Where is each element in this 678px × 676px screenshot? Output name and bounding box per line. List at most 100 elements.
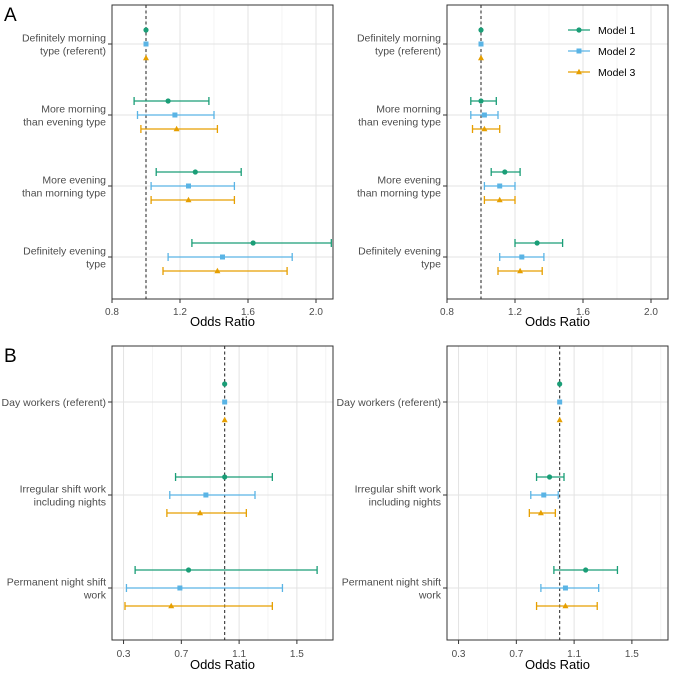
- x-tick-label: 1.1: [567, 649, 581, 660]
- y-category-label-line: than morning type: [22, 188, 106, 200]
- y-category-label: Definitely morning type (referent): [22, 33, 106, 58]
- x-tick-label: 2.0: [644, 307, 658, 318]
- point-estimate-triangle: [481, 125, 488, 132]
- y-category-label-line: than evening type: [23, 117, 106, 129]
- x-tick-label: 2.0: [309, 307, 323, 318]
- y-category-label: Day workers (referent): [2, 397, 106, 409]
- x-tick-label: 0.3: [117, 649, 131, 660]
- x-tick-label: 1.6: [576, 307, 590, 318]
- panel-label-a: A: [4, 5, 17, 26]
- x-tick-label: 1.1: [232, 649, 246, 660]
- point-estimate-triangle: [173, 125, 180, 132]
- y-category-label-line: Day workers (referent): [2, 397, 106, 409]
- point-estimate-triangle: [556, 416, 563, 423]
- x-tick-label: 0.7: [174, 649, 188, 660]
- point-estimate-circle: [502, 169, 508, 175]
- x-tick-label: 1.6: [241, 307, 255, 318]
- plot-panel-2: Definitely morning type (referent) More mo…: [357, 4, 669, 329]
- point-estimate-square: [186, 183, 191, 189]
- point-estimate-square: [541, 492, 547, 498]
- point-estimate-square: [557, 399, 563, 405]
- y-category-label: More morning than evening type: [23, 104, 106, 129]
- y-category-label: More evening than morning type: [357, 175, 441, 200]
- y-category-label: Definitely evening type: [23, 246, 106, 271]
- point-estimate-circle: [222, 474, 228, 480]
- point-estimate-square: [220, 254, 225, 260]
- y-category-label-line: Definitely evening: [23, 246, 106, 258]
- point-estimate-triangle: [562, 602, 569, 609]
- point-estimate-triangle: [517, 267, 524, 274]
- y-category-label-line: work: [83, 590, 107, 602]
- y-category-label: Irregular shift work including nights: [355, 484, 442, 509]
- point-estimate-triangle: [537, 509, 544, 516]
- y-category-label: Irregular shift work including nights: [20, 484, 107, 509]
- plot-background: [447, 5, 668, 299]
- point-estimate-square: [562, 585, 568, 591]
- y-category-label: More morning than evening type: [358, 104, 441, 129]
- panel-label-b: B: [4, 346, 17, 367]
- legend: Model 1 Model 2 Model 3: [568, 25, 636, 79]
- point-estimate-circle: [143, 27, 149, 33]
- point-estimate-square: [222, 399, 228, 405]
- legend-key-circle: [576, 27, 582, 33]
- x-tick-label: 0.8: [440, 307, 454, 318]
- point-estimate-square: [177, 585, 183, 591]
- point-estimate-circle: [546, 474, 553, 480]
- point-estimate-triangle: [496, 196, 503, 203]
- y-category-label-line: Irregular shift work: [20, 484, 107, 496]
- plot-panel-1: Definitely morning type (referent) More mo…: [22, 4, 334, 329]
- y-category-label-line: More morning: [41, 104, 106, 116]
- point-estimate-square: [497, 183, 503, 189]
- x-tick-label: 1.5: [625, 649, 639, 660]
- x-axis-title: Odds Ratio: [190, 657, 255, 672]
- point-estimate-circle: [583, 567, 589, 573]
- point-estimate-circle: [478, 98, 484, 104]
- y-category-label-line: More morning: [376, 104, 441, 116]
- point-estimate-circle: [165, 98, 171, 104]
- x-tick-label: 0.7: [509, 649, 523, 660]
- legend-label: Model 2: [598, 46, 636, 58]
- legend-key-triangle: [576, 68, 582, 75]
- y-category-label-line: including nights: [369, 497, 441, 509]
- x-axis-title: Odds Ratio: [190, 314, 255, 329]
- point-estimate-circle: [534, 240, 540, 246]
- point-estimate-square: [478, 41, 484, 47]
- point-estimate-triangle: [168, 602, 175, 609]
- y-category-label-line: type (referent): [375, 46, 441, 58]
- plot-panel-3: Day workers (referent) Irregular shift wo…: [2, 345, 334, 672]
- y-category-label-line: More evening: [42, 175, 106, 187]
- y-category-label-line: type: [86, 259, 106, 271]
- plot-border: [446, 4, 669, 300]
- plot-background: [112, 5, 333, 299]
- y-category-label-line: Irregular shift work: [355, 484, 442, 496]
- point-estimate-circle: [478, 27, 484, 33]
- point-estimate-square: [203, 492, 209, 498]
- point-estimate-circle: [222, 381, 228, 387]
- plot-panel-4: Day workers (referent) Irregular shift wo…: [337, 345, 669, 672]
- x-tick-label: 0.3: [452, 649, 466, 660]
- point-estimate-triangle: [185, 196, 192, 203]
- y-category-label-line: Definitely morning: [357, 33, 441, 45]
- point-estimate-triangle: [214, 267, 221, 274]
- y-category-label-line: than morning type: [357, 188, 441, 200]
- y-category-label-line: work: [418, 590, 442, 602]
- point-estimate-triangle: [143, 54, 149, 61]
- plot-border: [111, 4, 334, 300]
- y-category-label-line: than evening type: [358, 117, 441, 129]
- x-tick-label: 0.8: [105, 307, 119, 318]
- y-category-label-line: Permanent night shift: [7, 577, 106, 589]
- point-estimate-square: [519, 254, 525, 260]
- point-estimate-square: [172, 112, 178, 118]
- x-tick-label: 1.5: [290, 649, 304, 660]
- plot-background: [112, 346, 333, 640]
- legend-key-square: [576, 48, 582, 54]
- y-category-label: Definitely morning type (referent): [357, 33, 441, 58]
- y-category-label-line: type: [421, 259, 441, 271]
- y-category-label: Day workers (referent): [337, 397, 441, 409]
- plot-border: [446, 345, 669, 641]
- point-estimate-square: [481, 112, 487, 118]
- plot-border: [111, 345, 334, 641]
- legend-label: Model 3: [598, 67, 636, 79]
- legend-label: Model 1: [598, 25, 636, 37]
